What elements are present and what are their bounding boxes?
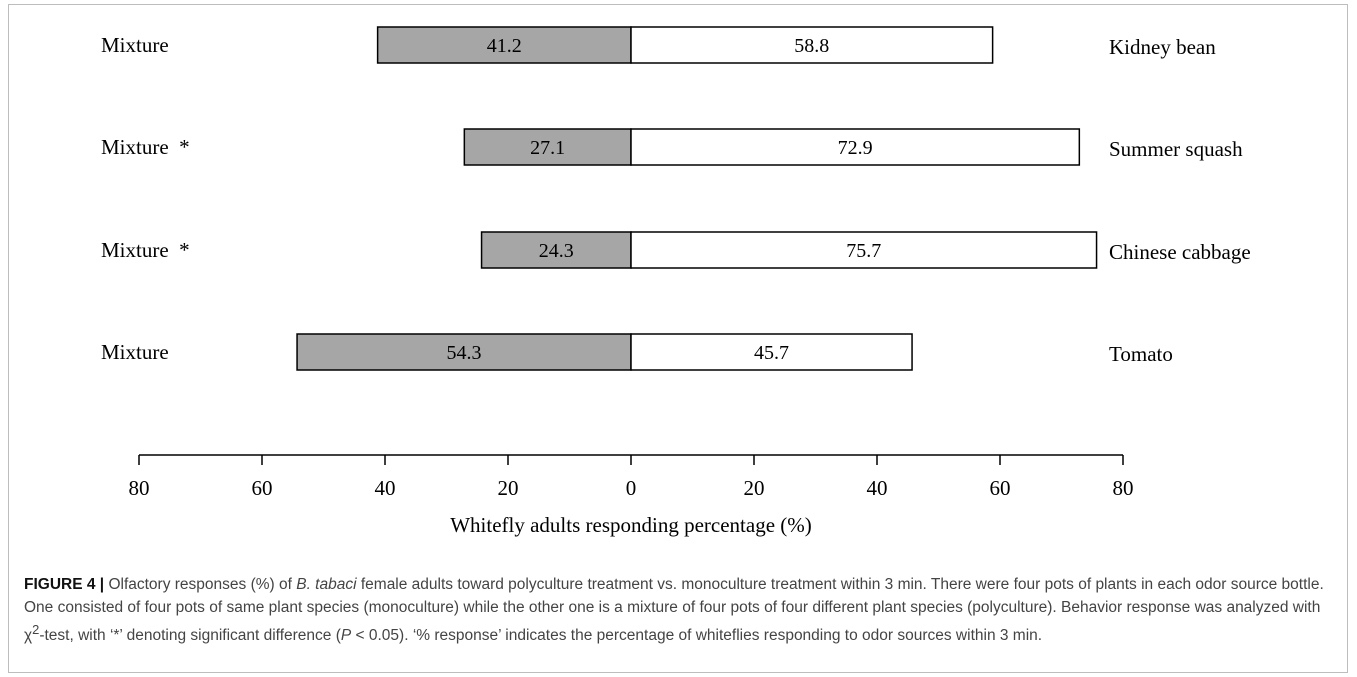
bar-monoculture — [630, 333, 913, 371]
data-label-mixture: 24.3 — [539, 240, 574, 262]
row-label-left: Mixture * — [101, 238, 190, 262]
data-label-mixture: 41.2 — [487, 35, 522, 57]
figure-frame: 41.2 58.8 Mixture Kidney bean 27.1 72.9 Mixtur… — [8, 4, 1348, 673]
caption-text-4: < 0.05). ‘% response’ indicates the perc… — [351, 627, 1043, 645]
figure-caption: FIGURE 4 | Olfactory responses (%) of B.… — [24, 574, 1344, 648]
bar-mixture — [463, 128, 632, 166]
x-tick-label: 40 — [867, 476, 888, 500]
row-label-left: Mixture * — [101, 135, 190, 159]
data-label-monoculture: 45.7 — [754, 342, 789, 364]
bar-monoculture — [630, 128, 1081, 166]
category-label: Chinese cabbage — [1109, 240, 1251, 264]
bar-monoculture — [630, 26, 994, 64]
row-label-left: Mixture — [101, 33, 169, 57]
caption-text-2: female adults toward polyculture treatme… — [24, 576, 1324, 645]
caption-text-1: Olfactory responses (%) of — [104, 576, 297, 593]
caption-species: B. tabaci — [296, 576, 357, 593]
x-tick-label: 0 — [626, 476, 637, 500]
bar-mixture — [480, 231, 632, 269]
x-axis-title: Whitefly adults responding percentage (%… — [450, 513, 812, 537]
x-tick-label: 80 — [1113, 476, 1134, 500]
x-tick-label: 80 — [129, 476, 150, 500]
caption-label: FIGURE 4 | — [24, 576, 105, 593]
data-label-monoculture: 72.9 — [838, 137, 873, 159]
x-tick-label: 60 — [252, 476, 273, 500]
bar-mixture — [376, 26, 632, 64]
data-label-monoculture: 75.7 — [846, 240, 881, 262]
x-tick-label: 20 — [498, 476, 519, 500]
caption-text-3: -test, with ‘*’ denoting significant dif… — [39, 627, 341, 645]
bar-monoculture — [630, 231, 1098, 269]
diverging-bar-chart: 41.2 58.8 Mixture Kidney bean 27.1 72.9 Mixtur… — [101, 26, 1251, 537]
x-tick-label: 40 — [375, 476, 396, 500]
category-label: Tomato — [1109, 342, 1173, 366]
row-label-left: Mixture — [101, 340, 169, 364]
category-label: Kidney bean — [1109, 35, 1216, 59]
x-tick-label: 60 — [990, 476, 1011, 500]
category-label: Summer squash — [1109, 137, 1243, 161]
x-tick-label: 20 — [744, 476, 765, 500]
data-label-mixture: 27.1 — [530, 137, 565, 159]
caption-superscript: 2 — [32, 622, 40, 637]
data-label-monoculture: 58.8 — [794, 35, 829, 57]
bar-mixture — [296, 333, 632, 371]
data-label-mixture: 54.3 — [447, 342, 482, 364]
caption-p: P — [340, 627, 352, 645]
